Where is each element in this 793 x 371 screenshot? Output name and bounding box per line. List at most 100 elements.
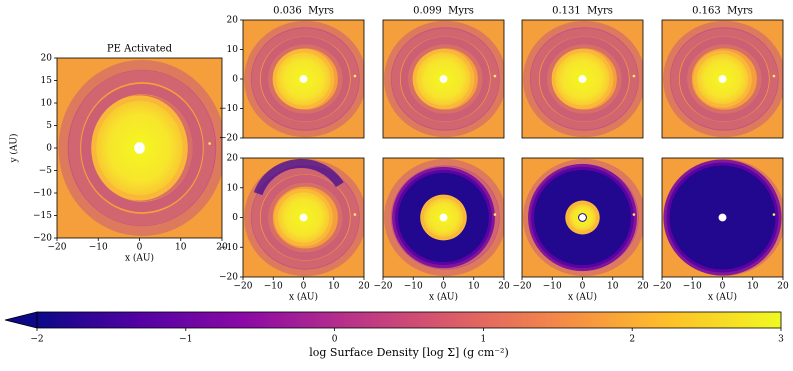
- colorbar-tick-label: −2: [30, 335, 43, 345]
- clump: [493, 213, 497, 216]
- sink: [439, 213, 448, 222]
- x-tick-label: −20: [234, 282, 253, 292]
- panel: 0.099 Myrs: [382, 6, 505, 139]
- colorbar-tick-label: 3: [778, 335, 784, 345]
- density-image: [57, 58, 222, 238]
- spiral-ring: [539, 36, 629, 122]
- sink: [299, 75, 308, 83]
- clump: [632, 74, 636, 78]
- panel: 0.163 Myrs: [661, 6, 784, 139]
- x-axis-label: x (AU): [125, 253, 154, 264]
- panel: 0.131 Myrs: [521, 6, 644, 139]
- x-axis-label: x (AU): [289, 292, 318, 303]
- y-tick-label: −10: [219, 243, 238, 253]
- spiral-ring: [523, 158, 643, 277]
- colorbar-extend: [4, 311, 38, 329]
- clump: [772, 74, 776, 78]
- spiral-ring: [663, 20, 783, 138]
- panel: −20 −10 0 10 20 x (AU): [513, 157, 649, 303]
- axes-frame: [382, 19, 505, 139]
- y-tick-label: 20: [41, 54, 53, 64]
- x-tick-label: 0: [580, 282, 586, 292]
- x-tick-label: 20: [637, 282, 649, 292]
- density-image: [243, 20, 364, 138]
- panel: −20 −10 0 10 20 −20 −10 0 10 20 x (AU): [219, 154, 370, 303]
- spiral-ring: [58, 59, 222, 237]
- x-tick-label: −10: [683, 282, 702, 292]
- x-tick-label: 0: [137, 243, 143, 253]
- density-image: [522, 158, 643, 277]
- y-tick-label: −10: [33, 189, 52, 199]
- density-image: [522, 20, 643, 138]
- spiral-ring: [390, 27, 500, 131]
- x-tick-label: 20: [498, 282, 510, 292]
- sink: [718, 75, 727, 83]
- spiral-ring: [400, 36, 490, 122]
- panel: −20 −10 0 10 20 x (AU): [374, 157, 510, 303]
- x-tick-label: 0: [720, 282, 726, 292]
- x-tick-label: −20: [374, 282, 393, 292]
- colorbar-tick-label: −1: [179, 335, 192, 345]
- clump: [632, 213, 636, 216]
- y-tick-label: −15: [33, 211, 52, 221]
- depleted-edge: [392, 166, 495, 269]
- x-tick-label: 10: [468, 282, 480, 292]
- x-tick-label: 20: [358, 282, 370, 292]
- y-tick-label: 0: [232, 213, 238, 223]
- x-tick-label: −20: [513, 282, 532, 292]
- x-tick-label: 20: [777, 282, 789, 292]
- x-tick-label: 10: [607, 282, 619, 292]
- spiral-ring: [260, 36, 350, 122]
- spiral-ring: [669, 27, 779, 131]
- x-axis-label: x (AU): [708, 292, 737, 303]
- density-image: [383, 20, 504, 138]
- sink: [439, 75, 448, 83]
- density-image: [662, 20, 783, 138]
- spiral-ring: [81, 83, 203, 213]
- sink: [134, 142, 145, 154]
- spiral-ring: [529, 27, 639, 131]
- spiral-ring: [384, 158, 504, 277]
- colorbar-label: log Surface Density [log Σ] (g cm⁻²): [309, 346, 509, 359]
- y-tick-label: 10: [41, 99, 53, 109]
- y-tick-label: 10: [227, 45, 239, 55]
- spiral-ring: [679, 36, 769, 122]
- y-tick-label: −20: [33, 234, 52, 244]
- y-tick-label: 10: [227, 183, 239, 193]
- spiral-ring: [547, 43, 622, 115]
- spiral-ring: [260, 174, 350, 261]
- sink: [578, 213, 587, 222]
- y-tick-label: 0: [46, 144, 52, 154]
- y-axis-label: y (AU): [9, 133, 20, 163]
- depleted-edge: [663, 159, 782, 276]
- x-axis-label: x (AU): [429, 292, 458, 303]
- x-tick-label: −20: [653, 282, 672, 292]
- sink: [578, 75, 587, 83]
- sink: [299, 213, 308, 222]
- panel-title: 0.131 Myrs: [552, 6, 613, 17]
- spiral-ring: [687, 43, 762, 115]
- x-tick-label: −10: [89, 243, 108, 253]
- spiral-ring: [250, 27, 360, 131]
- x-axis-label: x (AU): [568, 292, 597, 303]
- spiral-ring: [250, 165, 360, 270]
- spiral-ring: [268, 43, 343, 115]
- density-image: [243, 158, 364, 277]
- panel: 0.036 Myrs −20 −10 0 10 20: [219, 6, 365, 144]
- colorbar-gradient: [36, 311, 782, 329]
- clump: [353, 213, 357, 216]
- y-tick-label: −20: [219, 134, 238, 144]
- x-tick-label: −10: [264, 282, 283, 292]
- y-tick-label: 20: [227, 154, 239, 164]
- dark-arc: [253, 158, 344, 196]
- colorbar: −2 −1 0 1 2 3 log Surface Density [log Σ] (g c…: [4, 311, 784, 359]
- panel: −20 −10 0 10 20 x (AU): [653, 157, 789, 303]
- panel-title: PE Activated: [107, 44, 173, 55]
- density-image: [383, 158, 504, 277]
- clump: [772, 213, 776, 216]
- y-tick-label: 20: [227, 16, 239, 26]
- spiral-ring: [67, 69, 217, 227]
- spiral-ring: [523, 20, 643, 138]
- x-tick-label: 10: [175, 243, 187, 253]
